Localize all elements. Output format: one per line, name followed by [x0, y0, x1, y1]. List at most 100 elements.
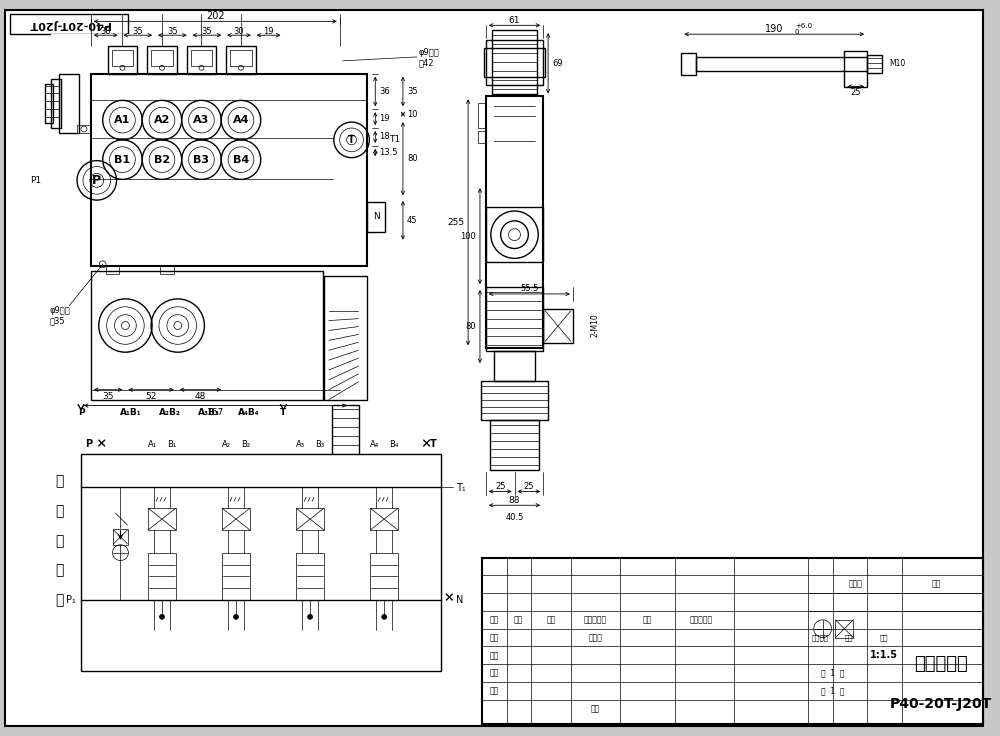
Bar	[370, 509, 398, 530]
Text: 原: 原	[55, 534, 63, 548]
Text: 0: 0	[795, 29, 799, 35]
Text: 版本号: 版本号	[848, 580, 862, 589]
Bar	[226, 46, 256, 74]
Bar	[490, 420, 539, 470]
Text: 四联多路阀: 四联多路阀	[914, 655, 968, 673]
Text: T: T	[348, 135, 355, 145]
Text: A1: A1	[114, 115, 131, 125]
Text: 典型: 典型	[932, 580, 941, 589]
Bar	[486, 287, 543, 351]
Text: 55.5: 55.5	[520, 285, 539, 294]
Text: 审核: 审核	[489, 669, 498, 678]
Text: P₁: P₁	[66, 595, 76, 605]
Text: T: T	[280, 408, 287, 417]
Bar	[486, 207, 543, 262]
Text: 工艺: 工艺	[489, 687, 498, 696]
Bar	[681, 53, 696, 74]
Text: 压: 压	[55, 504, 63, 518]
Bar	[106, 266, 119, 275]
Bar	[478, 103, 486, 128]
Bar	[147, 46, 177, 74]
Text: T: T	[430, 439, 437, 449]
Text: 高35: 高35	[49, 316, 65, 325]
Bar	[332, 405, 359, 489]
Text: 167: 167	[207, 408, 224, 417]
Bar	[51, 34, 435, 469]
Bar	[367, 202, 385, 232]
Text: +6.0: +6.0	[795, 24, 812, 29]
Bar	[148, 553, 176, 600]
Text: 35: 35	[202, 26, 212, 36]
Text: 255: 255	[447, 218, 464, 227]
Bar	[296, 509, 324, 530]
Text: 13.5: 13.5	[379, 148, 398, 157]
Circle shape	[159, 615, 164, 619]
Circle shape	[382, 615, 387, 619]
Text: A₂B₂: A₂B₂	[159, 408, 181, 417]
Text: P40-20T-J20T: P40-20T-J20T	[890, 697, 992, 711]
Text: 190: 190	[765, 24, 783, 35]
Circle shape	[234, 615, 238, 619]
Text: 30: 30	[100, 26, 111, 36]
Text: B₁: B₁	[167, 439, 176, 448]
Text: 25: 25	[524, 482, 534, 491]
Text: A₃B₃: A₃B₃	[198, 408, 220, 417]
Text: 年、月、日: 年、月、日	[690, 615, 713, 624]
Bar	[10, 15, 128, 34]
Text: A₄B₄: A₄B₄	[238, 408, 260, 417]
Text: 19: 19	[263, 26, 274, 36]
Bar	[324, 276, 367, 400]
Text: B₄: B₄	[389, 439, 399, 448]
Text: 比例: 比例	[880, 634, 888, 641]
Text: B1: B1	[114, 155, 131, 165]
Text: 61: 61	[509, 16, 520, 25]
Text: A₁B₁: A₁B₁	[120, 408, 141, 417]
Text: 1:1.5: 1:1.5	[870, 651, 898, 660]
Text: 25: 25	[850, 88, 861, 97]
Text: 52: 52	[145, 392, 157, 401]
Text: 30: 30	[234, 26, 244, 36]
Text: 69: 69	[552, 59, 563, 68]
Text: 35: 35	[407, 87, 418, 96]
Bar	[370, 553, 398, 600]
Text: 100: 100	[460, 232, 476, 241]
Text: 分区: 分区	[546, 615, 556, 624]
Text: P: P	[85, 439, 92, 449]
Bar	[835, 620, 853, 637]
Text: 35: 35	[102, 392, 114, 401]
Text: 45: 45	[407, 216, 417, 225]
Text: 88: 88	[509, 496, 520, 505]
Bar	[108, 46, 137, 74]
Text: A₃: A₃	[296, 439, 305, 448]
Text: 标准化: 标准化	[589, 633, 602, 642]
Text: 设计: 设计	[489, 633, 498, 642]
Text: 80: 80	[407, 154, 418, 163]
Bar	[481, 381, 548, 420]
Text: 高42: 高42	[419, 58, 434, 67]
Text: B₂: B₂	[241, 439, 250, 448]
Bar	[191, 50, 212, 66]
Text: B₃: B₃	[315, 439, 325, 448]
Bar	[112, 50, 133, 66]
Text: T₁: T₁	[456, 484, 466, 493]
Bar	[187, 46, 216, 74]
Text: 35: 35	[167, 26, 178, 36]
Text: A₄: A₄	[370, 439, 379, 448]
Text: M10: M10	[889, 60, 905, 68]
Text: 第  1  张: 第 1 张	[821, 687, 844, 696]
Text: P1: P1	[30, 176, 41, 185]
Text: N: N	[456, 595, 464, 605]
Bar	[494, 351, 535, 381]
Text: 图: 图	[55, 593, 63, 607]
Circle shape	[308, 615, 313, 619]
Bar	[867, 55, 882, 73]
Text: A₁: A₁	[148, 439, 157, 448]
Bar	[113, 529, 128, 545]
Bar	[77, 125, 91, 133]
Text: 批准: 批准	[591, 704, 600, 713]
Text: 48: 48	[195, 392, 206, 401]
Text: 签名: 签名	[642, 615, 651, 624]
Bar	[59, 74, 79, 133]
Text: B2: B2	[154, 155, 170, 165]
Text: B3: B3	[193, 155, 209, 165]
